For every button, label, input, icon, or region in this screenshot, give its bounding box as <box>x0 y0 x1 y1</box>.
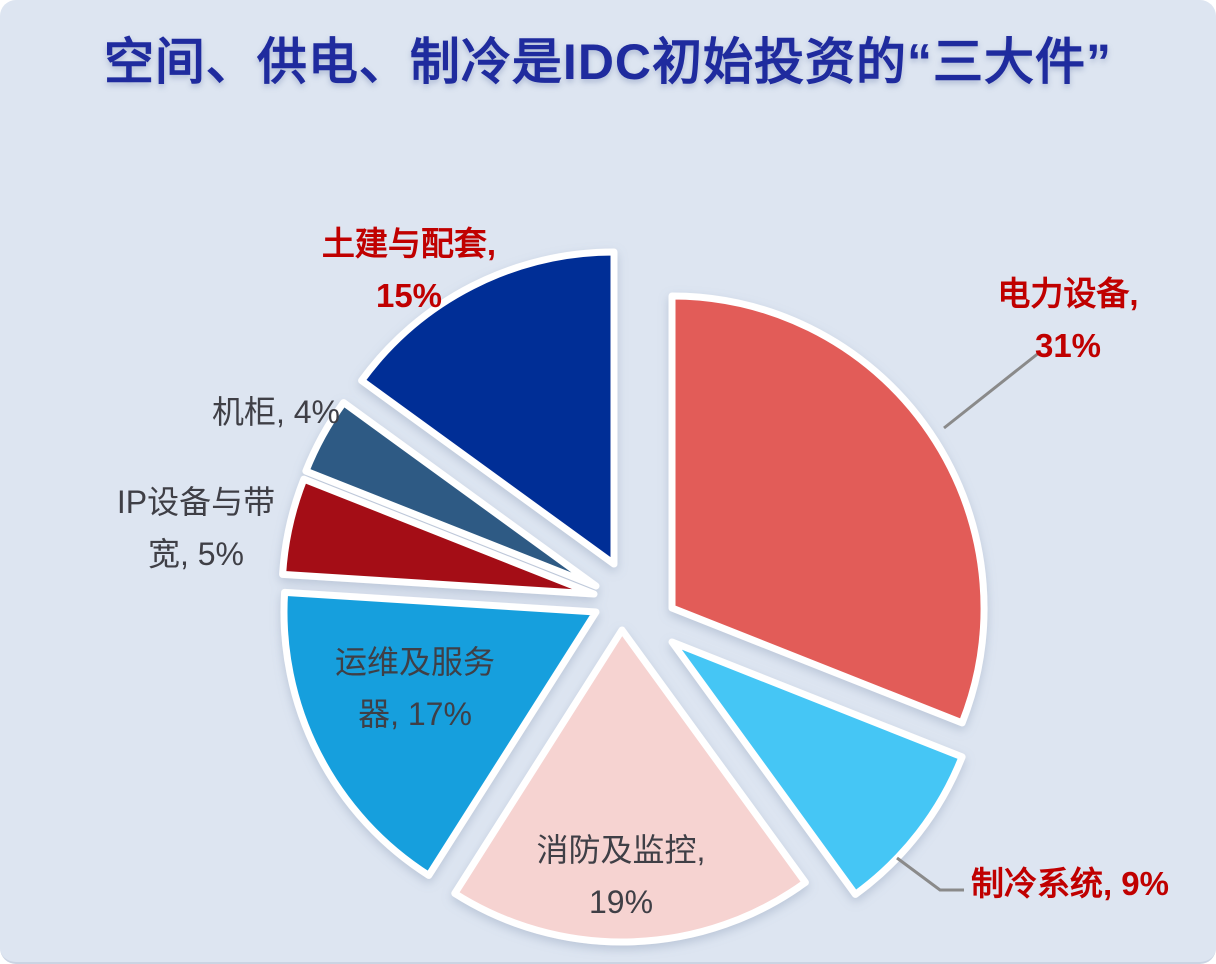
slice-label-cabinet: 机柜, 4% <box>56 386 496 438</box>
pie-slice-cooling-system <box>668 638 966 898</box>
slice-label-ops-servers: 运维及服务器, 17% <box>195 636 635 740</box>
leader-line-cooling-system <box>896 856 964 892</box>
slice-label-line: 土建与配套, <box>321 225 497 262</box>
pie-slice-ops-servers <box>280 588 600 879</box>
pie-slice-ip-bandwidth <box>279 475 598 598</box>
pie-slice-civil-construction <box>358 248 618 568</box>
pie-slice-power-equipment <box>668 292 988 727</box>
slice-label-line: 31% <box>1034 327 1102 364</box>
slice-label-line: 运维及服务 <box>334 644 495 680</box>
slice-label-line: 器, 17% <box>358 696 472 732</box>
slice-label-line: 宽, 5% <box>147 536 245 572</box>
slice-label-line: IP设备与带 <box>116 484 276 520</box>
slice-label-fire-monitoring: 消防及监控, 19% <box>401 824 841 928</box>
chart-title: 空间、供电、制冷是IDC初始投资的“三大件” <box>103 34 1113 90</box>
slice-label-line: 19% <box>588 884 654 920</box>
pie-slice-cabinet <box>302 399 600 590</box>
leader-line-power-equipment <box>943 350 1041 430</box>
slice-label-ip-bandwidth: IP设备与带 宽, 5% <box>0 476 416 580</box>
slice-label-civil-construction: 土建与配套, 15% <box>189 218 629 322</box>
slice-label-power-equipment: 电力设备, 31% <box>848 268 1216 372</box>
slice-label-line: 电力设备, <box>997 275 1139 312</box>
slice-label-line: 制冷系统, 9% <box>970 865 1170 902</box>
slice-label-cooling-system: 制冷系统, 9% <box>850 858 1216 910</box>
slice-label-line: 机柜, 4% <box>211 394 341 430</box>
slice-label-line: 15% <box>375 277 443 314</box>
slice-label-line: 消防及监控, <box>536 832 706 868</box>
pie-slice-fire-monitoring <box>451 626 809 946</box>
